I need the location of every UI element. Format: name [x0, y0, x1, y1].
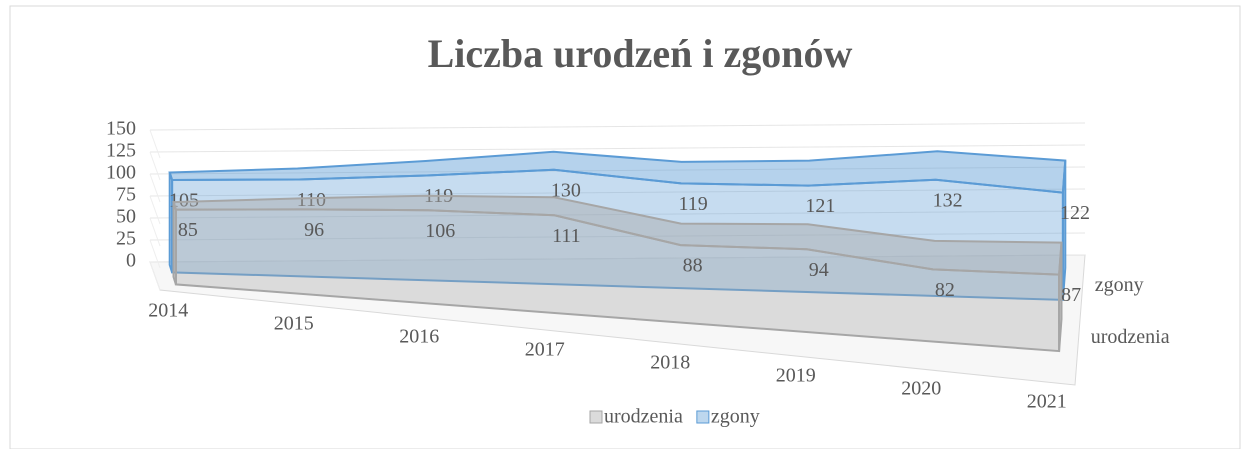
- area-side: [168, 172, 174, 273]
- x-tick-label: 2017: [525, 339, 565, 361]
- area-side: [1058, 242, 1063, 352]
- grid-line: [149, 254, 1086, 263]
- grid-line: [149, 129, 161, 159]
- data-label: 110: [297, 189, 326, 211]
- data-label: 111: [552, 225, 581, 247]
- y-tick-label: 125: [106, 140, 136, 162]
- data-label: 106: [425, 220, 455, 242]
- x-tick-label: 2018: [650, 352, 690, 374]
- legend-label: urodzenia: [604, 406, 683, 428]
- data-label: 88: [683, 255, 703, 277]
- data-label: 87: [1061, 284, 1081, 306]
- legend-swatch: [589, 410, 603, 424]
- data-label: 85: [178, 219, 198, 241]
- grid-line: [149, 261, 161, 291]
- grid-line: [149, 239, 161, 269]
- y-tick-label: 25: [116, 228, 136, 250]
- grid-line: [149, 217, 161, 247]
- y-tick-label: 75: [116, 184, 136, 206]
- data-label: 119: [679, 193, 708, 215]
- area-front: [171, 168, 1064, 301]
- x-tick-label: 2015: [274, 313, 314, 335]
- grid-line: [149, 195, 161, 225]
- grid-line: [149, 173, 161, 203]
- x-tick-label: 2016: [399, 326, 439, 348]
- x-tick-label: 2014: [148, 299, 188, 321]
- legend-label: zgony: [711, 406, 760, 428]
- y-tick-label: 100: [106, 162, 136, 184]
- x-tick-label: 2021: [1027, 391, 1067, 413]
- data-label: 122: [1060, 202, 1090, 224]
- area-side: [172, 201, 177, 285]
- data-label: 132: [933, 189, 963, 211]
- data-label: 121: [805, 195, 835, 217]
- grid-line: [149, 144, 1086, 153]
- data-label: 130: [551, 179, 581, 201]
- data-label: 96: [304, 219, 324, 241]
- legend-swatch: [696, 410, 710, 424]
- y-tick-label: 50: [116, 206, 136, 228]
- y-tick-label: 150: [106, 118, 136, 140]
- x-tick-label: 2019: [776, 365, 816, 387]
- area-front: [174, 208, 1061, 353]
- grid-line: [149, 122, 1086, 131]
- x-tick-label: 2020: [901, 378, 941, 400]
- depth-label: urodzenia: [1091, 326, 1170, 348]
- area-side: [1061, 160, 1067, 300]
- y-tick-label: 0: [126, 250, 136, 272]
- grid-line: [149, 188, 1086, 197]
- data-label: 105: [169, 190, 199, 212]
- chart-title: Liczba urodzeń i zgonów: [428, 31, 853, 76]
- data-label: 94: [809, 259, 829, 281]
- depth-label: zgony: [1095, 274, 1144, 296]
- grid-line: [149, 232, 1086, 241]
- grid-line: [149, 166, 1086, 175]
- grid-line: [149, 151, 161, 181]
- data-label: 82: [935, 279, 955, 301]
- grid-line: [149, 210, 1086, 219]
